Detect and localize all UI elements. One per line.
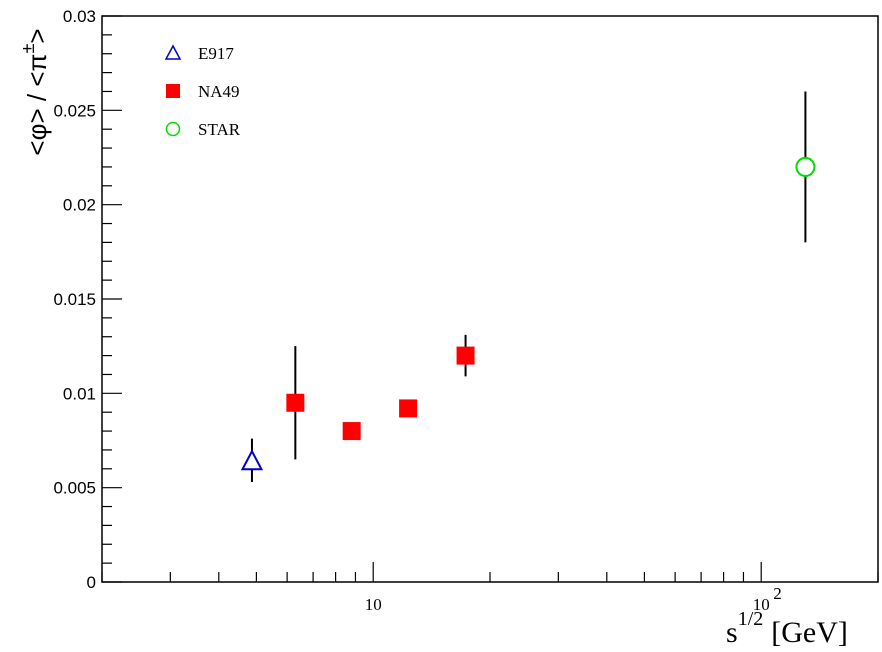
data-point-e917 bbox=[240, 449, 264, 471]
legend-label-star: STAR bbox=[198, 120, 241, 139]
x-tick-exponent: 2 bbox=[773, 584, 782, 603]
data-point-na49 bbox=[399, 399, 418, 418]
x-label-unit: [GeV] bbox=[771, 616, 848, 649]
data-markers bbox=[240, 156, 816, 471]
y-tick-label: 0.015 bbox=[53, 290, 96, 309]
legend-label-na49: NA49 bbox=[198, 82, 240, 101]
data-point-na49 bbox=[342, 422, 361, 441]
y-tick-label: 0.005 bbox=[53, 479, 96, 498]
data-point-na49 bbox=[456, 346, 475, 365]
y-label-pi: π bbox=[22, 54, 52, 72]
data-point-star bbox=[795, 156, 816, 177]
y-tick-label: 0 bbox=[87, 573, 96, 592]
y-label-pm: ± bbox=[18, 44, 38, 54]
legend-marker-e917 bbox=[164, 44, 182, 60]
y-tick-label: 0.03 bbox=[63, 7, 96, 26]
x-label-sup: 1/2 bbox=[738, 608, 764, 630]
error-bars bbox=[250, 91, 807, 483]
y-label-slash: / bbox=[22, 87, 52, 109]
y-label-lt1: < bbox=[22, 140, 52, 155]
legend: E917 NA49 STAR bbox=[164, 44, 241, 139]
y-tick-label: 0.025 bbox=[53, 101, 96, 120]
y-tick-label: 0.02 bbox=[63, 196, 96, 215]
x-tick-label: 10 bbox=[365, 595, 382, 614]
x-label-base: s bbox=[726, 616, 738, 649]
x-axis-label: s1/2 [GeV] bbox=[726, 608, 848, 649]
y-label-gt2: > bbox=[22, 28, 52, 43]
y-label-lt2: < bbox=[22, 71, 52, 86]
legend-marker-star bbox=[165, 121, 181, 137]
legend-marker-na49 bbox=[166, 84, 180, 98]
y-axis-label: <φ> / <π±> bbox=[18, 28, 52, 155]
y-label-phi: φ bbox=[22, 124, 52, 141]
y-tick-label: 0.01 bbox=[63, 384, 96, 403]
y-axis-ticks: 0 0.005 0.01 0.015 0.02 0.025 0.03 bbox=[53, 7, 122, 592]
legend-label-e917: E917 bbox=[198, 44, 234, 63]
x-axis-ticks: 10 102 bbox=[101, 562, 879, 614]
data-point-na49 bbox=[286, 393, 305, 412]
y-label-gt1: > bbox=[22, 108, 52, 123]
x-tick-label: 10 bbox=[753, 595, 770, 614]
